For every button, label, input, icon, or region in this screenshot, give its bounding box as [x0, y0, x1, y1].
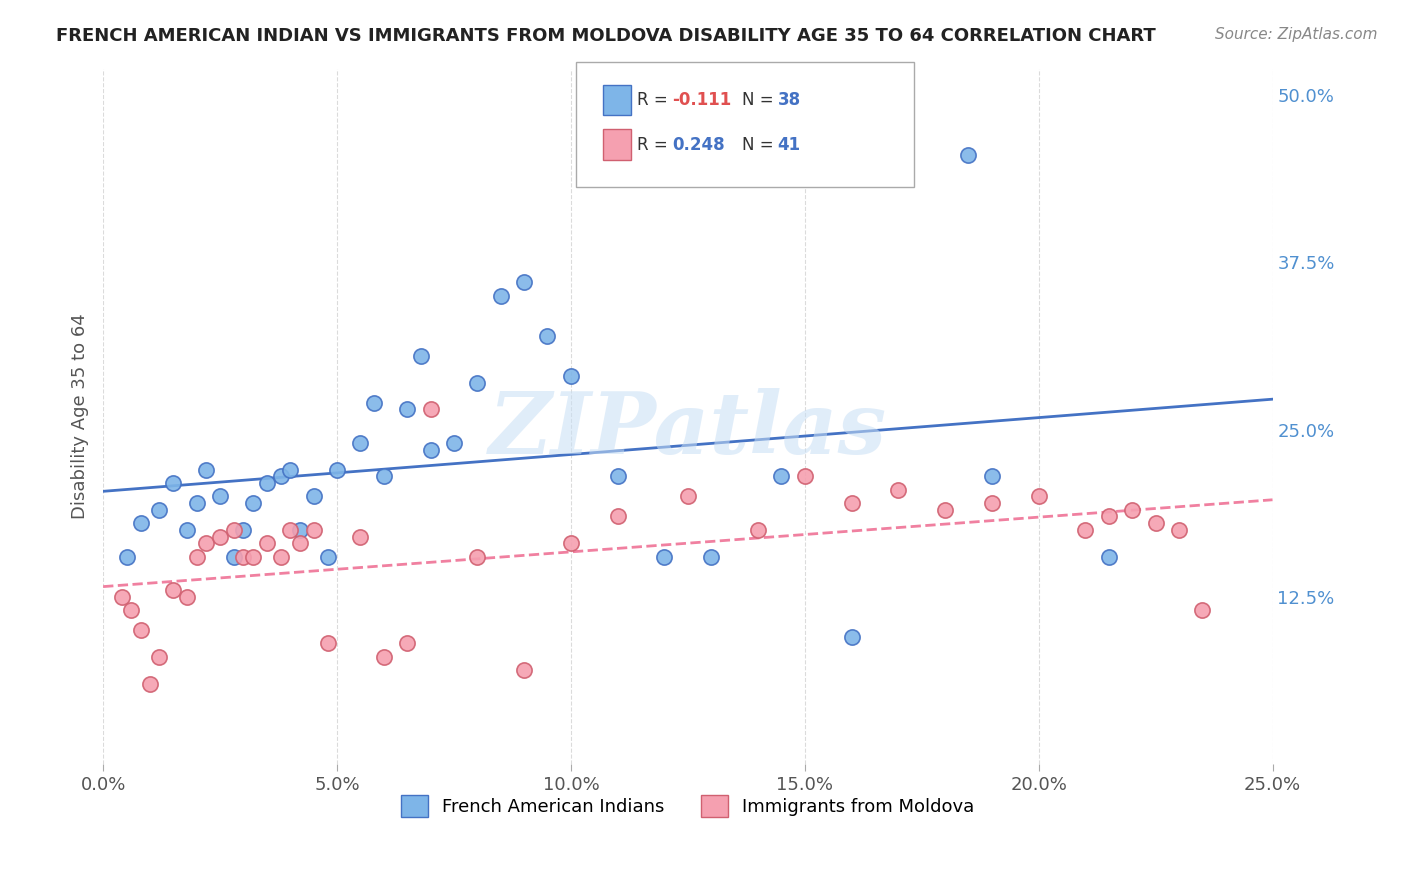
Point	[465, 376, 488, 390]
Point	[288, 523, 311, 537]
Point	[162, 476, 184, 491]
Point	[1191, 603, 1213, 617]
Point	[465, 549, 488, 564]
Point	[209, 529, 232, 543]
Point	[232, 523, 254, 537]
Point	[349, 529, 371, 543]
Point	[770, 469, 793, 483]
Text: Source: ZipAtlas.com: Source: ZipAtlas.com	[1215, 27, 1378, 42]
Y-axis label: Disability Age 35 to 64: Disability Age 35 to 64	[72, 313, 89, 519]
Point	[606, 509, 628, 524]
Point	[841, 496, 863, 510]
Point	[129, 623, 152, 637]
Point	[747, 523, 769, 537]
Point	[1144, 516, 1167, 530]
Point	[411, 349, 433, 363]
Point	[111, 590, 134, 604]
Point	[513, 276, 536, 290]
Point	[278, 523, 301, 537]
Point	[980, 496, 1002, 510]
Point	[700, 549, 723, 564]
Text: 38: 38	[778, 91, 800, 109]
Point	[419, 402, 441, 417]
Legend: French American Indians, Immigrants from Moldova: French American Indians, Immigrants from…	[394, 788, 981, 824]
Text: 0.248: 0.248	[672, 136, 724, 153]
Point	[363, 396, 385, 410]
Text: R =: R =	[637, 136, 673, 153]
Point	[1168, 523, 1191, 537]
Point	[489, 289, 512, 303]
Point	[934, 502, 956, 516]
Point	[793, 469, 815, 483]
Point	[270, 549, 292, 564]
Point	[186, 496, 208, 510]
Point	[209, 490, 232, 504]
Point	[349, 436, 371, 450]
Point	[841, 630, 863, 644]
Point	[419, 442, 441, 457]
Text: N =: N =	[742, 91, 779, 109]
Point	[186, 549, 208, 564]
Point	[148, 649, 170, 664]
Point	[1074, 523, 1097, 537]
Point	[115, 549, 138, 564]
Point	[887, 483, 910, 497]
Point	[232, 549, 254, 564]
Point	[270, 469, 292, 483]
Point	[129, 516, 152, 530]
Point	[396, 636, 419, 650]
Point	[1028, 490, 1050, 504]
Point	[980, 469, 1002, 483]
Text: -0.111: -0.111	[672, 91, 731, 109]
Point	[195, 463, 218, 477]
Point	[396, 402, 419, 417]
Point	[256, 476, 278, 491]
Point	[1098, 549, 1121, 564]
Point	[302, 523, 325, 537]
Point	[288, 536, 311, 550]
Text: ZIPatlas: ZIPatlas	[489, 388, 887, 472]
Point	[373, 469, 395, 483]
Point	[148, 502, 170, 516]
Point	[242, 496, 264, 510]
Point	[139, 676, 162, 690]
Point	[278, 463, 301, 477]
Point	[242, 549, 264, 564]
Point	[224, 549, 246, 564]
Point	[1121, 502, 1143, 516]
Point	[560, 369, 582, 384]
Point	[443, 436, 465, 450]
Point	[676, 490, 699, 504]
Point	[176, 590, 198, 604]
Point	[224, 523, 246, 537]
Point	[316, 636, 339, 650]
Point	[120, 603, 142, 617]
Point	[606, 469, 628, 483]
Point	[373, 649, 395, 664]
Point	[560, 536, 582, 550]
Point	[1098, 509, 1121, 524]
Point	[195, 536, 218, 550]
Point	[176, 523, 198, 537]
Text: FRENCH AMERICAN INDIAN VS IMMIGRANTS FROM MOLDOVA DISABILITY AGE 35 TO 64 CORREL: FRENCH AMERICAN INDIAN VS IMMIGRANTS FRO…	[56, 27, 1156, 45]
Point	[654, 549, 676, 564]
Point	[256, 536, 278, 550]
Point	[302, 490, 325, 504]
Point	[326, 463, 349, 477]
Point	[536, 329, 558, 343]
Point	[162, 582, 184, 597]
Text: 41: 41	[778, 136, 800, 153]
Point	[316, 549, 339, 564]
Text: R =: R =	[637, 91, 673, 109]
Text: N =: N =	[742, 136, 779, 153]
Point	[513, 663, 536, 677]
Point	[957, 148, 980, 162]
